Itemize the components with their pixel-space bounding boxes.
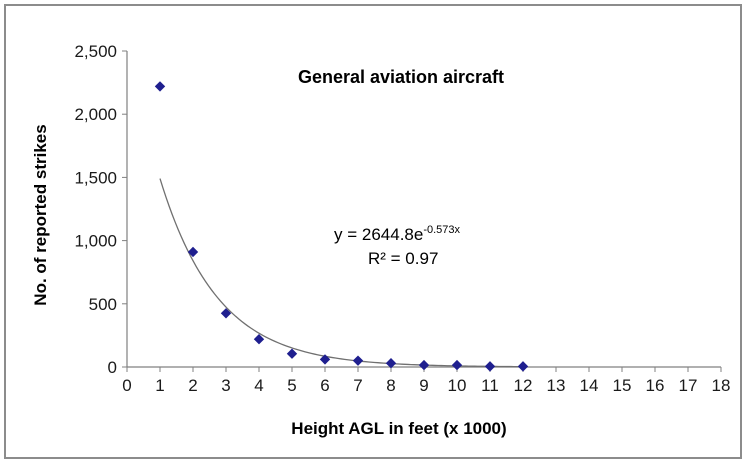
y-tick-label: 0: [108, 358, 117, 377]
data-point: [484, 361, 496, 372]
x-tick-label: 12: [514, 376, 533, 395]
equation-base: y = 2644.8e: [334, 225, 423, 244]
trendline: [159, 178, 524, 368]
x-tick-label: 10: [448, 376, 467, 395]
y-axis-title: No. of reported strikes: [31, 124, 50, 305]
chart-frame: 0 500 1,000 1,500 2,000 2,500 0 1 2 3 4 5 6 7 8 9 10 11 12…: [4, 4, 742, 459]
x-tick-label: 16: [646, 376, 665, 395]
y-tick-label: 1,500: [74, 168, 117, 187]
x-tick-label: 6: [320, 376, 329, 395]
x-tick-label: 4: [254, 376, 263, 395]
data-point: [352, 355, 364, 366]
y-tick-label: 1,000: [74, 232, 117, 251]
equation-exponent: -0.573x: [423, 224, 460, 236]
y-tick-label: 2,500: [74, 42, 117, 61]
data-point: [154, 81, 166, 92]
data-point: [517, 361, 529, 372]
data-point: [220, 308, 232, 319]
x-tick-label: 11: [481, 376, 499, 395]
data-point: [451, 359, 463, 371]
data-point: [187, 246, 199, 258]
x-tick-label: 1: [155, 376, 164, 395]
x-tick-label: 17: [679, 376, 698, 395]
r-squared-label: R² = 0.97: [368, 249, 438, 268]
x-tick-label: 8: [386, 376, 395, 395]
y-tick-label: 2,000: [74, 105, 117, 124]
trendline-equation: y = 2644.8e-0.573x: [334, 224, 461, 244]
x-tick-label: 0: [122, 376, 131, 395]
chart-title: General aviation aircraft: [298, 67, 504, 87]
x-tick-label: 18: [712, 376, 731, 395]
data-point: [418, 359, 430, 371]
y-tick-label: 500: [89, 295, 117, 314]
x-tick-label: 5: [287, 376, 296, 395]
data-point: [385, 358, 397, 369]
x-tick-label: 13: [547, 376, 566, 395]
x-tick-label: 3: [221, 376, 230, 395]
x-tick-label: 14: [580, 376, 599, 395]
x-axis-title: Height AGL in feet (x 1000): [291, 419, 506, 438]
x-tick-label: 15: [613, 376, 632, 395]
x-tick-label: 9: [419, 376, 428, 395]
data-point: [286, 348, 298, 359]
x-tick-label: 2: [188, 376, 197, 395]
data-point: [319, 354, 331, 365]
x-tick-label: 7: [353, 376, 362, 395]
trendline-group: [159, 178, 524, 368]
